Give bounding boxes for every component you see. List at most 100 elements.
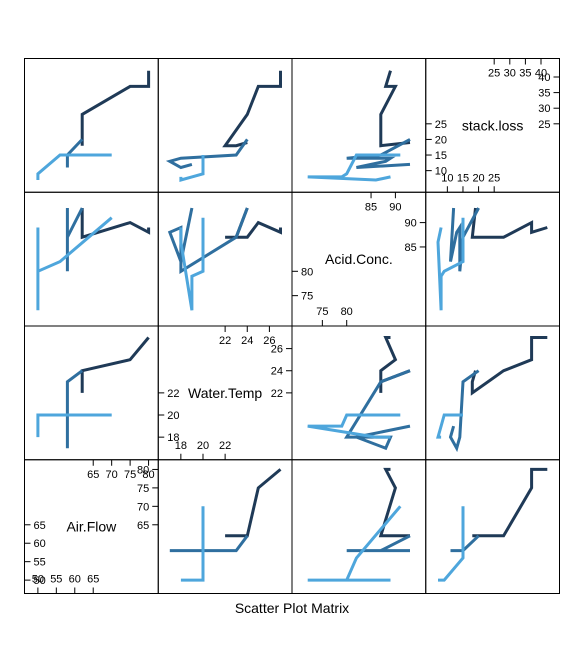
diag-tick-label-bottom: 18 [175, 440, 187, 452]
series-line-group-2 [346, 138, 411, 169]
diag-tick-label-top: 26 [263, 335, 275, 347]
diag-tick-label-left: 80 [301, 266, 313, 278]
variable-name-air-flow: Air.Flow [66, 519, 117, 535]
diag-tick-label-right: 90 [405, 218, 417, 230]
diag-tick-label-left: 75 [301, 291, 313, 303]
matrix-panels: stack.loss252530303535404010101515202025… [24, 58, 560, 594]
panel-acid-conc-vs-air-flow [291, 459, 427, 594]
diag-tick-label-left: 22 [167, 388, 179, 400]
panel-border [425, 459, 560, 594]
diag-tick-label-top: 85 [365, 201, 377, 213]
series-line-group-1 [225, 468, 282, 538]
diag-tick-label-bottom: 10 [441, 172, 453, 184]
series-line-group-1 [472, 467, 548, 538]
diag-tick-label-bottom: 15 [457, 172, 469, 184]
series-line-group-2 [346, 534, 411, 553]
panel-stack-loss-vs-water-temp [425, 325, 560, 461]
diag-tick-label-bottom: 65 [87, 574, 99, 586]
panel-stack-loss-vs-air-flow [425, 459, 560, 594]
series-line-group-1 [222, 70, 282, 148]
series-line-group-2 [65, 207, 84, 272]
diag-tick-label-bottom: 55 [50, 574, 62, 586]
panel-border [425, 191, 560, 327]
diag-tick-label-right: 70 [137, 501, 149, 513]
series-line-group-1 [470, 336, 548, 396]
panel-air-flow-vs-stack-loss [24, 58, 159, 193]
diag-tick-label-right: 30 [538, 103, 550, 115]
diag-tick-label-right: 65 [137, 520, 149, 532]
series-line-group-3 [436, 413, 463, 439]
diag-tick-label-left: 20 [435, 134, 447, 146]
series-line-group-2 [449, 207, 480, 272]
series-line-group-3 [180, 506, 205, 582]
series-line-group-3 [307, 413, 401, 439]
variable-name-water-temp: Water.Temp [188, 385, 262, 401]
series-line-group-2 [450, 534, 480, 553]
diag-tick-label-bottom: 22 [219, 440, 231, 452]
series-line-group-3 [36, 216, 113, 311]
diag-tick-label-left: 25 [435, 119, 447, 131]
diag-tick-label-bottom: 50 [32, 574, 44, 586]
diag-tick-label-top: 30 [504, 68, 516, 80]
diag-tick-label-bottom: 60 [69, 574, 81, 586]
diag-tick-label-right: 35 [538, 88, 550, 100]
panel-air-flow-vs-acid-conc [24, 191, 159, 327]
series-line-group-1 [80, 336, 150, 393]
series-line-group-3 [179, 217, 205, 311]
series-line-group-2 [165, 138, 249, 170]
diag-tick-label-right: 40 [538, 72, 550, 84]
panel-border [24, 191, 159, 327]
panel-acid-conc-vs-stack-loss [291, 58, 427, 193]
panel-border [291, 58, 427, 193]
series-line-group-3 [179, 155, 205, 182]
series-line-group-1 [378, 467, 410, 538]
panel-border [157, 191, 293, 327]
panel-acid-conc-vs-water-temp [291, 325, 427, 461]
panel-border [425, 325, 560, 461]
panel-border [24, 325, 159, 461]
variable-name-stack-loss: stack.loss [462, 117, 523, 133]
panel-border [157, 58, 293, 193]
diag-tick-label-top: 24 [241, 335, 253, 347]
diag-tick-label-bottom: 75 [316, 306, 328, 318]
series-line-group-2 [169, 534, 249, 553]
diag-tick-label-right: 85 [405, 242, 417, 254]
diag-tick-label-left: 20 [167, 410, 179, 422]
diag-tick-label-bottom: 20 [197, 440, 209, 452]
matrix-xlabel: Scatter Plot Matrix [235, 600, 349, 616]
diag-tick-label-top: 65 [87, 469, 99, 481]
panel-air-flow-vs-water-temp [24, 325, 159, 461]
series-line-group-1 [80, 70, 151, 146]
diag-tick-label-left: 65 [34, 520, 46, 532]
diag-tick-label-top: 90 [389, 201, 401, 213]
series-line-group-2 [448, 369, 480, 453]
panel-stack-loss-vs-acid-conc [425, 191, 560, 327]
diag-tick-label-right: 25 [538, 119, 550, 131]
diag-tick-label-bottom: 20 [472, 172, 484, 184]
diag-tick-label-left: 18 [167, 432, 179, 444]
panel-border [291, 325, 427, 461]
series-line-group-2 [65, 138, 84, 168]
diag-tick-label-bottom: 25 [488, 172, 500, 184]
panel-water-temp-vs-stack-loss [157, 58, 293, 193]
diag-tick-label-right: 75 [137, 483, 149, 495]
series-line-group-3 [307, 153, 401, 182]
series-line-group-3 [36, 413, 112, 438]
panel-border [157, 459, 293, 594]
diag-tick-label-right: 26 [271, 344, 283, 356]
diag-tick-label-left: 50 [34, 575, 46, 587]
series-line-group-3 [307, 505, 402, 582]
diag-tick-label-top: 80 [142, 469, 154, 481]
diag-tick-label-top: 25 [488, 68, 500, 80]
series-line-group-3 [438, 506, 465, 582]
diag-tick-label-top: 22 [219, 335, 231, 347]
diag-tick-label-left: 15 [435, 150, 447, 162]
diag-tick-label-right: 80 [137, 464, 149, 476]
panel-border [291, 459, 427, 594]
series-line-group-3 [436, 217, 465, 311]
series-line-group-1 [379, 336, 411, 393]
